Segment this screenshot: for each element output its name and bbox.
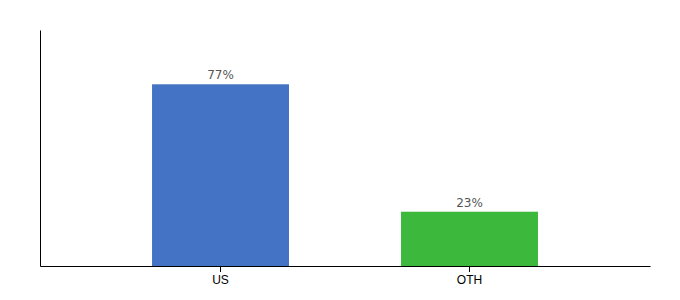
x-tick-mark [220, 266, 221, 272]
bars [152, 84, 538, 266]
plot-area: 77% 23% US OTH [41, 31, 651, 287]
y-axis [40, 31, 41, 267]
x-axis-line [41, 266, 651, 267]
x-tick-mark [469, 266, 470, 272]
data-label: 23% [456, 196, 483, 210]
x-tick-label: OTH [457, 273, 482, 287]
bar [401, 212, 538, 266]
data-labels: 77% 23% [207, 68, 483, 209]
x-tick: OTH [457, 266, 482, 287]
bar [152, 84, 289, 266]
data-label: 77% [207, 68, 234, 82]
x-tick: US [212, 266, 229, 287]
x-tick-label: US [212, 273, 229, 287]
x-axis: US OTH [41, 266, 651, 287]
y-axis-line [40, 31, 41, 267]
chart-svg: 77% 23% US OTH [0, 0, 680, 300]
chart-container: 77% 23% US OTH [0, 0, 680, 300]
